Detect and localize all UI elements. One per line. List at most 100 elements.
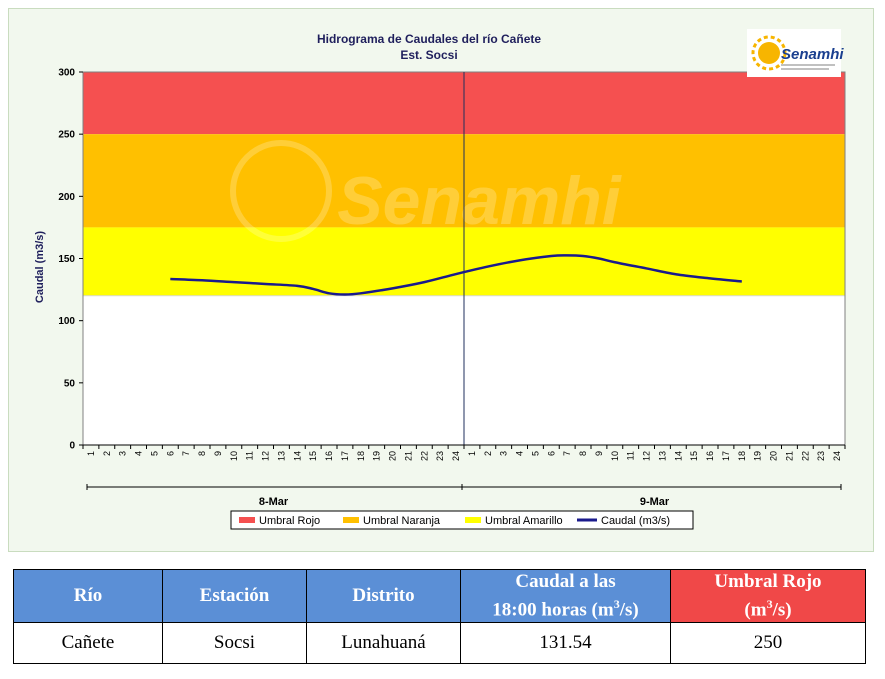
logo-subtext-line <box>781 68 829 70</box>
x-tick-label: 2 <box>483 451 493 456</box>
x-tick-label: 24 <box>832 451 842 461</box>
x-tick-label: 17 <box>721 451 731 461</box>
legend: Umbral Rojo Umbral Naranja Umbral Amarillo… <box>230 510 694 530</box>
cell-estacion: Socsi <box>162 622 307 664</box>
logo-text: Senamhi <box>781 46 844 63</box>
table-row: Cañete Socsi Lunahuaná 131.54 250 <box>13 622 866 664</box>
header-caudal-line2: 18:00 horas (m <box>492 599 614 621</box>
logo-sun-icon <box>758 42 780 64</box>
x-tick-label: 6 <box>546 451 556 456</box>
legend-label: Umbral Naranja <box>363 515 441 527</box>
legend-swatch <box>239 517 255 523</box>
x-tick-label: 21 <box>403 451 413 461</box>
x-axis: 1 2 3 4 5 6 7 8 9 10 11 12 13 14 15 16 17 18 19 20 21 22 23 24 1… <box>82 444 846 461</box>
x-tick-label: 11 <box>245 451 255 460</box>
x-tick-label: 9 <box>594 451 604 456</box>
x-tick-label: 23 <box>435 451 445 461</box>
hydrograph-chart: Senamhi 1 2 3 4 5 6 7 8 9 10 11 12 13 14 15 16 17 18 19 20 2… <box>34 29 846 530</box>
x-tick-label: 21 <box>784 451 794 461</box>
day-label: 8-Mar <box>259 496 289 508</box>
legend-swatch <box>465 517 481 523</box>
logo-sun-rays-icon <box>751 35 787 71</box>
summary-table: Río Estación Distrito Caudal a las 18:00… <box>13 569 866 664</box>
x-tick-label: 14 <box>673 451 683 461</box>
chart-subtitle: Est. Socsi <box>400 48 457 62</box>
x-tick-label: 13 <box>657 451 667 461</box>
x-tick-label: 4 <box>515 451 525 456</box>
y-tick-label: 100 <box>58 316 75 327</box>
cell-distrito: Lunahuaná <box>306 622 461 664</box>
senamhi-watermark: Senamhi <box>230 140 623 242</box>
cell-umbral: 250 <box>670 622 866 664</box>
legend-label: Umbral Rojo <box>259 515 320 527</box>
legend-swatch <box>343 517 359 523</box>
x-tick-label: 4 <box>134 451 144 456</box>
x-tick-label: 9 <box>213 451 223 456</box>
x-tick-label: 10 <box>229 451 239 461</box>
y-tick-label: 0 <box>69 441 75 452</box>
header-umbral: Umbral Rojo (m3/s) <box>670 569 866 623</box>
x-tick-label: 19 <box>372 451 382 461</box>
x-tick-label: 7 <box>181 451 191 456</box>
header-caudal-line1: Caudal a las <box>515 570 616 592</box>
y-axis: 0 50 100 150 200 250 300 <box>58 68 83 452</box>
x-tick-label: 16 <box>705 451 715 461</box>
x-tick-label: 19 <box>753 451 763 461</box>
table-header-row: Río Estación Distrito Caudal a las 18:00… <box>13 569 866 623</box>
x-tick-label: 8 <box>197 451 207 456</box>
cell-caudal: 131.54 <box>460 622 671 664</box>
y-tick-label: 200 <box>58 192 75 203</box>
header-caudal-end: /s) <box>619 599 639 621</box>
x-tick-label: 6 <box>165 451 175 456</box>
x-tick-label: 22 <box>419 451 429 461</box>
header-caudal: Caudal a las 18:00 horas (m3/s) <box>460 569 671 623</box>
header-umbral-line1: Umbral Rojo <box>714 570 822 592</box>
x-tick-label: 16 <box>324 451 334 461</box>
x-tick-label: 3 <box>499 451 509 456</box>
x-tick-label: 1 <box>467 451 477 456</box>
x-tick-label: 2 <box>102 451 112 456</box>
x-tick-label: 7 <box>562 451 572 456</box>
header-distrito: Distrito <box>306 569 461 623</box>
x-tick-label: 13 <box>276 451 286 461</box>
legend-label: Umbral Amarillo <box>485 515 563 527</box>
senamhi-logo: Senamhi <box>747 29 844 77</box>
x-tick-label: 5 <box>530 451 540 456</box>
y-axis-label: Caudal (m3/s) <box>34 231 46 303</box>
x-tick-label: 20 <box>388 451 398 461</box>
chart-title: Hidrograma de Caudales del río Cañete <box>317 32 541 46</box>
header-rio: Río <box>13 569 163 623</box>
header-estacion: Estación <box>162 569 307 623</box>
header-umbral-line2: (m <box>744 599 767 621</box>
x-tick-label: 5 <box>149 451 159 456</box>
legend-label: Caudal (m3/s) <box>601 515 670 527</box>
x-tick-label: 18 <box>737 451 747 461</box>
chart-frame: Senamhi 1 2 3 4 5 6 7 8 9 10 11 12 13 14 15 16 17 18 19 20 2… <box>8 8 874 552</box>
x-tick-label: 12 <box>261 451 271 461</box>
header-caudal-sup: 3 <box>613 596 620 611</box>
series-layer <box>170 254 742 296</box>
x-tick-label: 14 <box>292 451 302 461</box>
y-tick-label: 150 <box>58 254 75 265</box>
legend-box <box>230 510 694 530</box>
y-tick-label: 250 <box>58 130 75 141</box>
x-tick-label: 24 <box>451 451 461 461</box>
watermark-text: Senamhi <box>337 163 623 239</box>
y-tick-label: 300 <box>58 68 75 79</box>
x-tick-label: 11 <box>626 451 636 460</box>
watermark-sun-icon <box>230 140 332 242</box>
x-tick-label: 10 <box>610 451 620 461</box>
header-umbral-sup: 3 <box>766 596 773 611</box>
x-tick-label: 8 <box>578 451 588 456</box>
day-label: 9-Mar <box>640 496 670 508</box>
cell-rio: Cañete <box>13 622 163 664</box>
x-tick-label: 22 <box>800 451 810 461</box>
logo-subtext-line <box>781 64 835 66</box>
x-tick-label: 3 <box>118 451 128 456</box>
x-tick-label: 17 <box>340 451 350 461</box>
day-axis: 8-Mar 9-Mar <box>86 484 842 508</box>
header-umbral-end: /s) <box>772 599 792 621</box>
x-tick-label: 1 <box>86 451 96 456</box>
x-tick-label: 20 <box>769 451 779 461</box>
x-tick-label: 12 <box>642 451 652 461</box>
